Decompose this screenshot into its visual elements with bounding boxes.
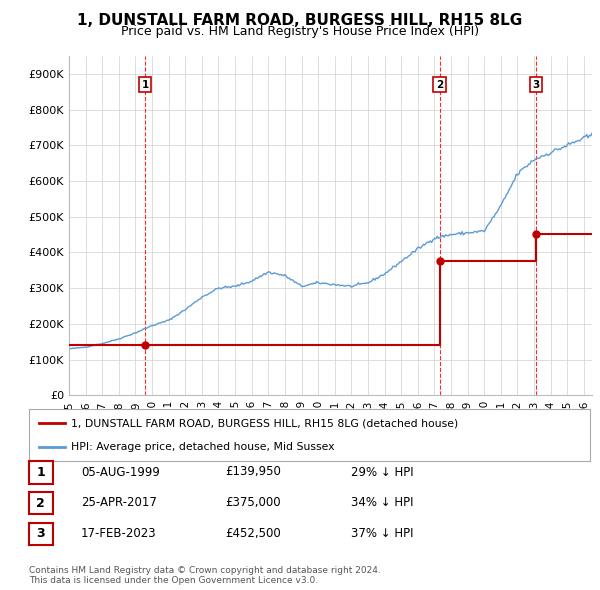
Text: 29% ↓ HPI: 29% ↓ HPI [351, 466, 413, 478]
Text: 1, DUNSTALL FARM ROAD, BURGESS HILL, RH15 8LG: 1, DUNSTALL FARM ROAD, BURGESS HILL, RH1… [77, 13, 523, 28]
Text: 34% ↓ HPI: 34% ↓ HPI [351, 496, 413, 509]
Text: 05-AUG-1999: 05-AUG-1999 [81, 466, 160, 478]
Text: 1: 1 [37, 466, 45, 479]
Text: 2: 2 [436, 80, 443, 90]
Text: Contains HM Land Registry data © Crown copyright and database right 2024.: Contains HM Land Registry data © Crown c… [29, 566, 380, 575]
Text: £452,500: £452,500 [225, 527, 281, 540]
Text: 1: 1 [142, 80, 149, 90]
Text: 2: 2 [37, 497, 45, 510]
Text: This data is licensed under the Open Government Licence v3.0.: This data is licensed under the Open Gov… [29, 576, 318, 585]
Text: 37% ↓ HPI: 37% ↓ HPI [351, 527, 413, 540]
Text: £139,950: £139,950 [225, 466, 281, 478]
Text: 25-APR-2017: 25-APR-2017 [81, 496, 157, 509]
Text: 17-FEB-2023: 17-FEB-2023 [81, 527, 157, 540]
Text: 3: 3 [533, 80, 540, 90]
Text: HPI: Average price, detached house, Mid Sussex: HPI: Average price, detached house, Mid … [71, 442, 334, 453]
Text: 1, DUNSTALL FARM ROAD, BURGESS HILL, RH15 8LG (detached house): 1, DUNSTALL FARM ROAD, BURGESS HILL, RH1… [71, 418, 458, 428]
Text: Price paid vs. HM Land Registry's House Price Index (HPI): Price paid vs. HM Land Registry's House … [121, 25, 479, 38]
Text: 3: 3 [37, 527, 45, 540]
Text: £375,000: £375,000 [225, 496, 281, 509]
